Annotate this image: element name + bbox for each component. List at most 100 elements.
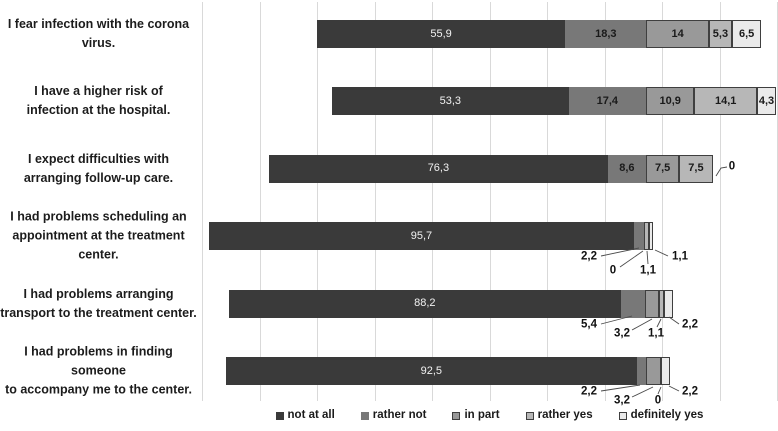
callout-value-label: 0	[654, 394, 662, 407]
legend-item: in part	[452, 409, 500, 422]
callout-value-label: 2,2	[581, 250, 597, 263]
bar-segment: 55,9	[317, 20, 566, 48]
bar-segment: 17,4	[568, 87, 646, 116]
bar-row: 95,7	[209, 222, 654, 251]
legend: not at all rather not in part rather yes def…	[202, 409, 777, 422]
callout-value-label: 3,2	[614, 327, 630, 340]
category-label: I fear infection with the corona virus.	[0, 15, 197, 53]
bar-segment: 14,1	[694, 87, 757, 116]
bar-segment	[663, 289, 674, 318]
legend-label: rather not	[372, 409, 427, 421]
bar-segment: 4,3	[756, 87, 777, 116]
gridline	[662, 2, 663, 401]
bar-row: 55,9 18,3 14 5,3 6,5	[317, 20, 762, 48]
segment-value-label: 10,9	[659, 94, 681, 107]
legend-item: rather yes	[525, 409, 593, 422]
plot-area	[202, 2, 778, 401]
segment-value-label: 14	[671, 27, 684, 40]
bar-segment	[648, 222, 654, 251]
category-label-line: appointment at the treatment center.	[12, 228, 185, 262]
segment-value-label: 5,3	[712, 27, 729, 40]
segment-value-label: 53,3	[439, 94, 462, 107]
category-label: I expect difficulties with arranging foll…	[0, 150, 197, 188]
segment-value-label: 14,1	[714, 94, 737, 107]
segment-value-label: 88,2	[414, 297, 436, 310]
segment-value-label: 55,9	[430, 27, 452, 40]
bar-segment: 92,5	[226, 357, 637, 385]
category-label-line: to accompany me to the center.	[5, 382, 192, 397]
segment-value-label: 7,5	[654, 162, 671, 175]
bar-segment: 6,5	[732, 20, 762, 48]
bar-segment	[660, 357, 671, 385]
callout-value-label: 3,2	[614, 394, 630, 407]
legend-swatch	[360, 411, 369, 420]
bar-row: 92,5	[226, 357, 671, 385]
callout-value-label: 2,2	[581, 385, 597, 398]
category-label-line: transport to the treatment center.	[0, 305, 197, 320]
bar-segment: 14	[646, 20, 709, 48]
gridline	[489, 2, 491, 401]
bar-segment	[633, 222, 644, 251]
category-label: I had problems in finding someone to acco…	[0, 343, 197, 400]
bar-segment: 88,2	[229, 289, 621, 318]
bar-row: 53,3 17,4 10,9 14,1 4,3	[332, 87, 777, 116]
category-label-line: I expect difficulties with	[28, 151, 169, 166]
legend-item: rather not	[360, 409, 427, 422]
bar-segment: 53,3	[332, 87, 569, 116]
callout-value-label: 1,1	[640, 264, 656, 277]
gridline	[202, 2, 203, 401]
segment-value-label: 92,5	[420, 364, 443, 377]
gridline	[604, 2, 606, 401]
legend-item: not at all	[275, 409, 335, 422]
callout-value-label: 2,2	[682, 318, 698, 331]
gridline	[317, 2, 318, 401]
category-label-line: I had problems scheduling an	[10, 209, 187, 224]
legend-swatch	[452, 411, 461, 420]
gridline	[432, 2, 433, 401]
legend-label: not at all	[287, 409, 335, 421]
legend-swatch	[525, 411, 534, 420]
category-label-line: I had problems arranging	[23, 286, 174, 301]
category-label: I had problems arranging transport to the…	[0, 285, 197, 323]
bar-segment	[646, 357, 661, 385]
legend-item: definitely yes	[618, 409, 704, 422]
bar-segment: 95,7	[209, 222, 634, 251]
category-label-line: arranging follow-up care.	[23, 170, 174, 185]
segment-value-label: 7,5	[688, 162, 704, 175]
bar-segment	[643, 222, 649, 251]
segment-value-label: 8,6	[619, 162, 635, 175]
category-label-line: I had problems in finding someone	[24, 344, 173, 378]
gridline	[719, 2, 721, 401]
legend-label: definitely yes	[630, 409, 704, 421]
legend-label: in part	[464, 409, 500, 421]
bar-segment: 10,9	[645, 87, 695, 116]
category-label: I have a higher risk of infection at the …	[0, 82, 197, 120]
bar-segment	[644, 289, 659, 318]
bar-segment	[620, 289, 645, 318]
bar-segment: 5,3	[708, 20, 733, 48]
segment-value-label: 4,3	[758, 94, 775, 107]
callout-value-label: 2,2	[682, 385, 698, 398]
gridline	[259, 2, 261, 401]
category-label: I had problems scheduling an appointment …	[0, 208, 197, 265]
callout-value-label: 0	[728, 160, 736, 173]
category-label-line: I have a higher risk of	[34, 84, 163, 99]
bar-row: 88,2	[229, 289, 674, 318]
bar-segment: 76,3	[269, 154, 608, 183]
segment-value-label: 18,3	[595, 27, 617, 40]
bar-segment: 7,5	[679, 154, 713, 183]
bar-segment	[658, 289, 664, 318]
callout-value-label: 0	[609, 264, 617, 277]
segment-value-label: 17,4	[596, 94, 619, 107]
category-label-line: I fear infection with the corona virus.	[7, 17, 190, 50]
bar-segment: 18,3	[565, 20, 647, 48]
segment-value-label: 95,7	[410, 229, 433, 242]
segment-value-label: 6,5	[738, 27, 755, 40]
bar-segment	[636, 357, 647, 385]
gridline	[547, 2, 548, 401]
gridline	[374, 2, 376, 401]
legend-label: rather yes	[537, 409, 593, 421]
category-label-line: infection at the hospital.	[26, 103, 171, 118]
segment-value-label: 76,3	[427, 162, 450, 175]
